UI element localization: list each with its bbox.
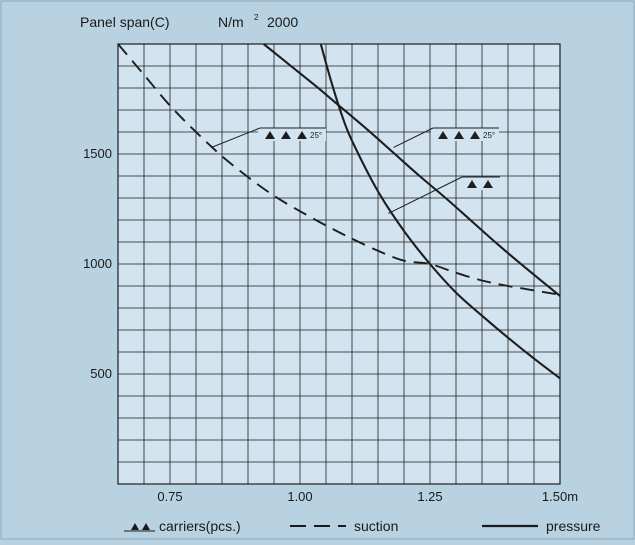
y-tick-label-2: 1500 (83, 146, 112, 161)
unit-label: N/m (218, 14, 244, 30)
annotation-0-carrier-2 (297, 131, 307, 139)
plot-frame (117, 43, 561, 485)
x-tick-label-0: 0.75 (157, 489, 182, 504)
chart-title: Panel span(C) (80, 14, 170, 30)
series-line-0 (118, 43, 561, 296)
legend-label-suction: suction (354, 518, 398, 534)
y-tick-label-1: 1000 (83, 256, 112, 271)
unit-exponent: 2 (254, 13, 259, 22)
annotation-bg-1 (431, 128, 499, 141)
annotations: 25° 25° (211, 127, 500, 214)
annotation-2-carrier-1 (483, 180, 493, 188)
series-line-1 (262, 43, 561, 297)
annotation-1: 25° (393, 127, 499, 148)
legend-triangle-2 (142, 523, 150, 530)
annotation-angle-label-0: 25° (310, 131, 322, 140)
legend-label-carriers: carriers(pcs.) (159, 518, 241, 534)
annotation-2-carrier-0 (467, 180, 477, 188)
series-line-2 (319, 43, 561, 380)
legend-triangle-1 (131, 523, 139, 530)
annotation-bg-2 (460, 177, 500, 190)
annotation-1-carrier-0 (438, 131, 448, 139)
annotation-2 (388, 176, 500, 214)
annotation-1-carrier-2 (470, 131, 480, 139)
ymax-label: 2000 (267, 14, 298, 30)
annotation-leader-0 (211, 127, 261, 148)
annotation-0-carrier-0 (265, 131, 275, 139)
annotation-leader-2 (388, 176, 463, 214)
x-tick-label-3: 1.50m (542, 489, 578, 504)
annotation-0: 25° (211, 127, 326, 148)
tick-labels: 0.75 1.00 1.25 1.50m 500 1000 1500 (83, 146, 578, 504)
legend-carriers-symbol (124, 523, 155, 532)
x-tick-label-2: 1.25 (417, 489, 442, 504)
annotation-leader-1 (393, 127, 434, 148)
annotation-0-carrier-1 (281, 131, 291, 139)
annotation-angle-label-1: 25° (483, 131, 495, 140)
annotation-bg-0 (258, 128, 326, 141)
legend-label-pressure: pressure (546, 518, 601, 534)
y-tick-label-0: 500 (90, 366, 112, 381)
x-tick-label-1: 1.00 (287, 489, 312, 504)
series-lines (118, 43, 561, 380)
annotation-1-carrier-1 (454, 131, 464, 139)
legend: carriers(pcs.) suction pressure (124, 518, 601, 534)
